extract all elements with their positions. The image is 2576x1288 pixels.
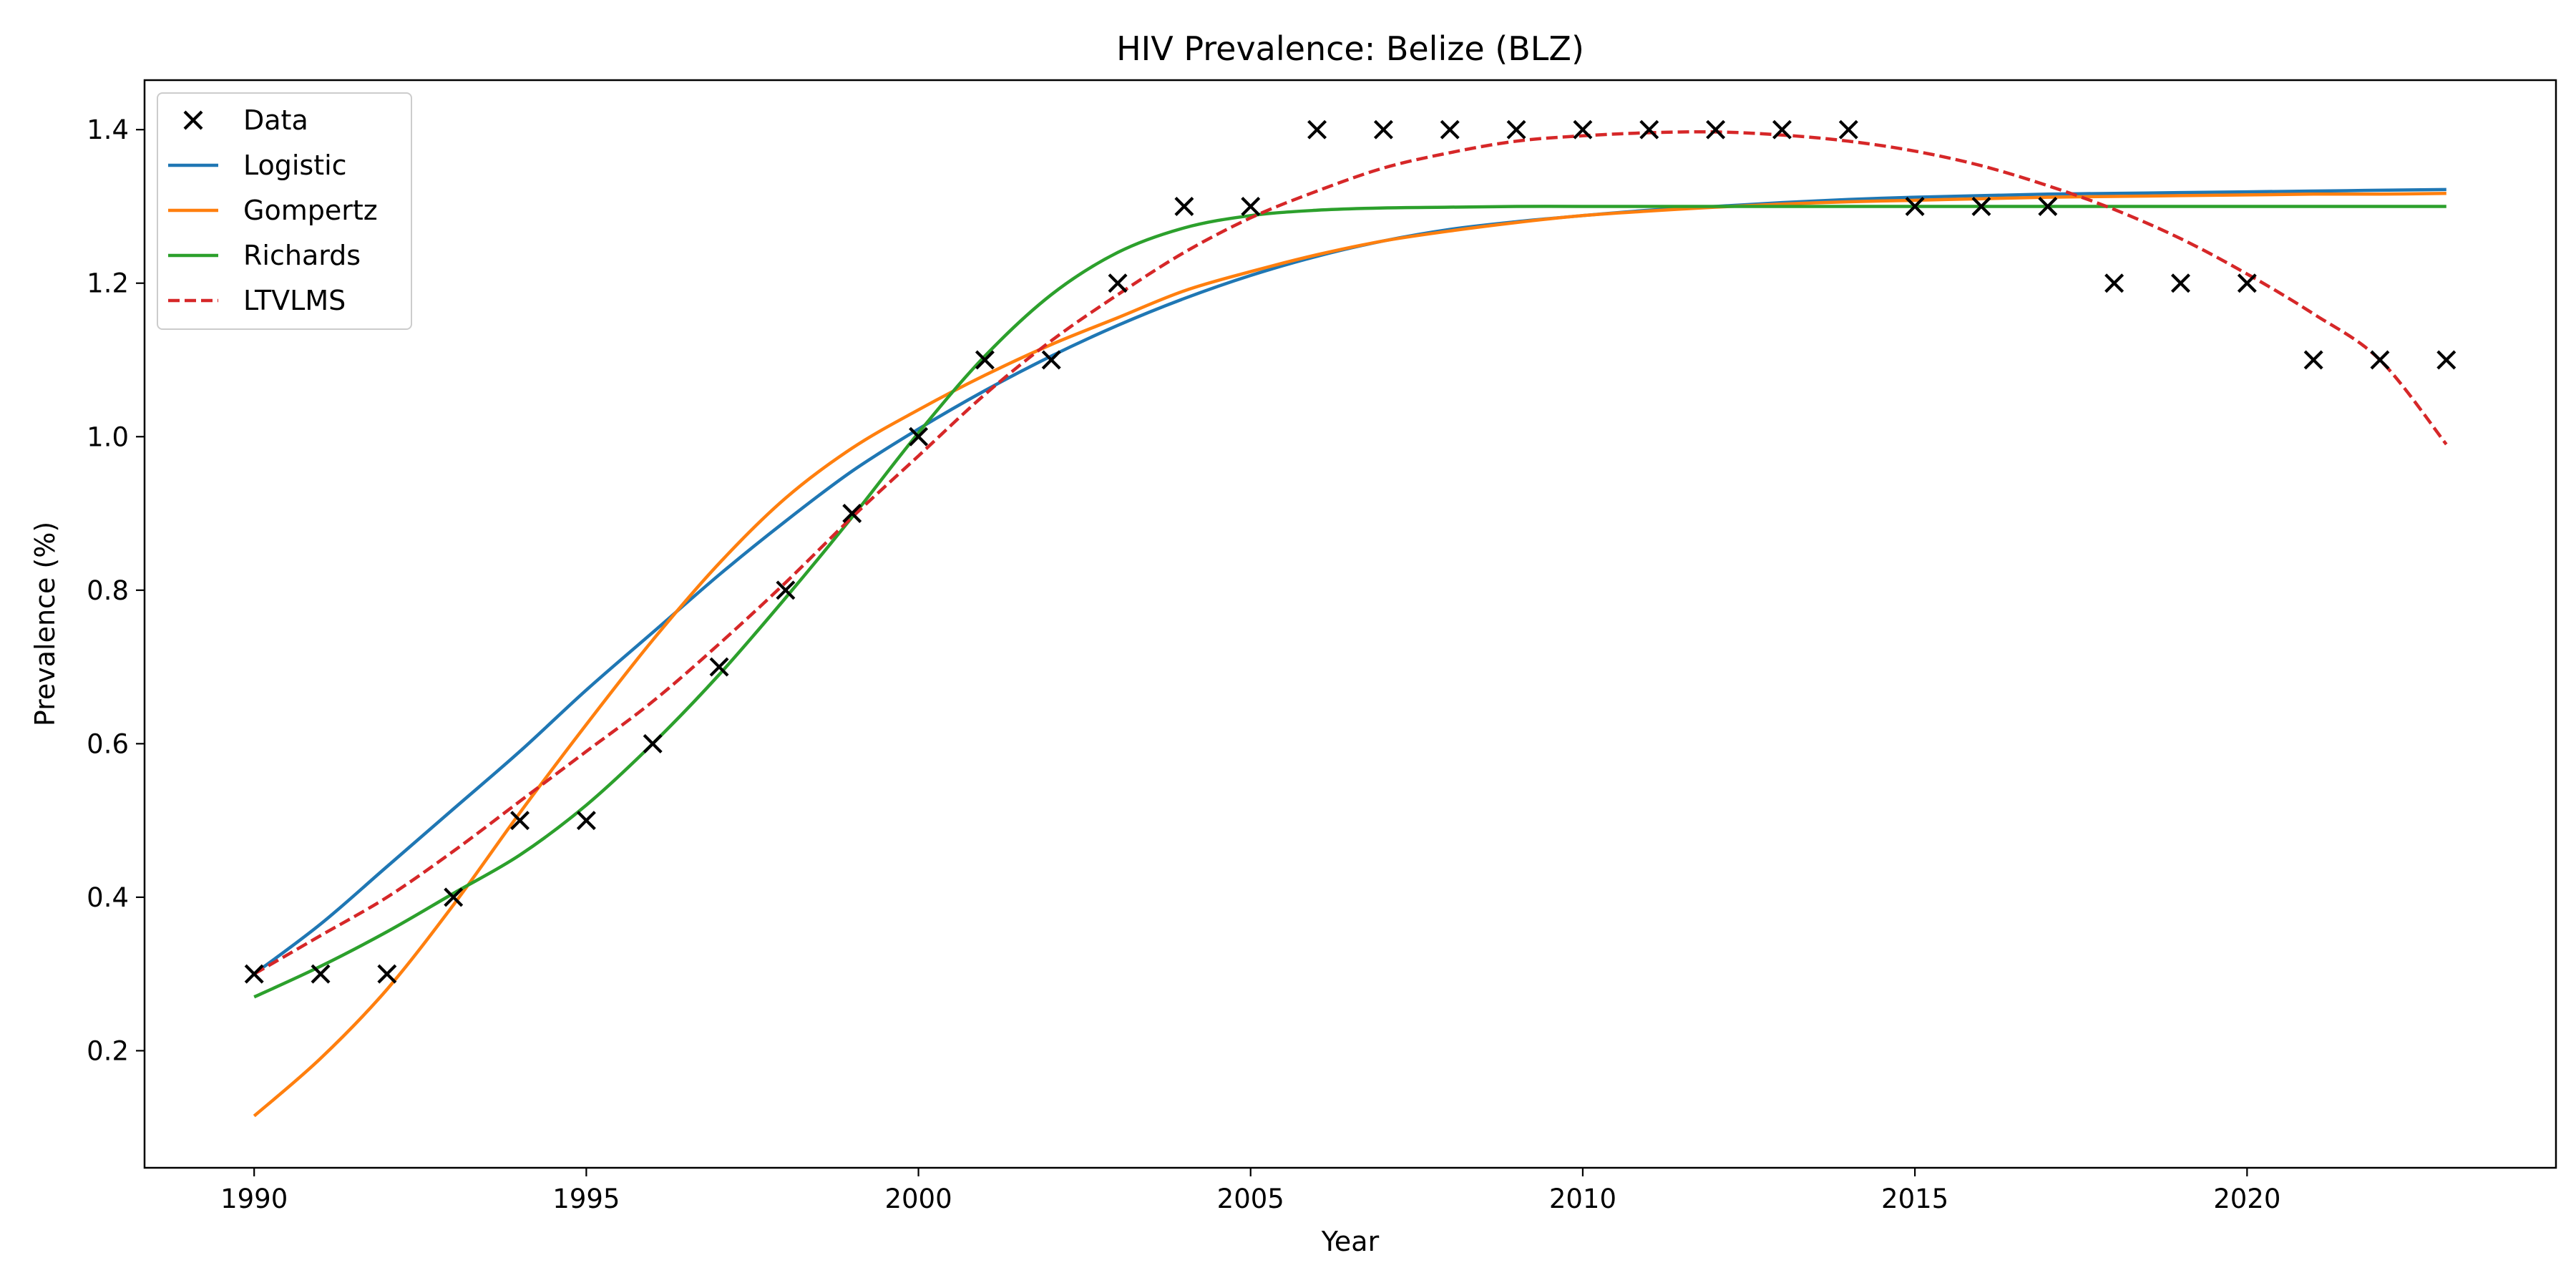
y-tick-label: 0.2 [87,1035,129,1066]
y-tick-label: 1.2 [87,268,129,299]
data-point [1772,119,1792,140]
data-point [1905,196,1925,216]
data-point [2038,196,2058,216]
data-point [842,504,862,524]
data-point [2237,273,2257,293]
legend-swatch-data [183,110,203,130]
x-axis-label: Year [1321,1226,1380,1257]
data-point [576,811,596,831]
x-tick-label: 2020 [2213,1184,2280,1214]
x-tick-label: 2005 [1217,1184,1284,1214]
data-point [510,811,530,831]
data-point [975,350,995,370]
data-point [1838,119,1858,140]
series-line-richards [253,205,2446,999]
data-point [2303,350,2323,370]
y-tick-label: 1.0 [87,421,129,452]
data-point [1241,196,1261,216]
data-point [776,580,796,600]
series-line-gompertz [253,191,2446,1118]
data-point [244,964,264,984]
data-point [377,964,397,984]
y-tick-label: 0.4 [87,882,129,913]
x-tick-label: 2015 [1881,1184,1948,1214]
chart-title: HIV Prevalence: Belize (BLZ) [1116,29,1584,68]
plot-area [244,119,2457,1118]
data-point [1506,119,1526,140]
series-layer [253,130,2448,1118]
x-tick-label: 1995 [552,1184,620,1214]
legend-label-ltvlms: LTVLMS [243,285,346,316]
y-tick-label: 0.6 [87,728,129,759]
legend-label-gompertz: Gompertz [243,195,378,226]
legend-label-data: Data [243,104,308,136]
data-point [1373,119,1393,140]
x-tick-label: 1990 [220,1184,288,1214]
y-axis-label: Prevalence (%) [29,522,61,726]
data-point [1041,350,1061,370]
data-point [1307,119,1327,140]
legend: Data Logistic Gompertz Richards LTVLMS [157,92,412,330]
series-line-logistic [253,187,2446,975]
data-point [311,964,331,984]
x-axis: 1990 1995 2000 2005 2010 2015 2020 [220,1168,2280,1214]
data-point [2170,273,2190,293]
plot-frame [143,79,2557,1169]
x-tick-label: 2000 [884,1184,952,1214]
data-point [1440,119,1460,140]
legend-label-logistic: Logistic [243,150,347,181]
y-tick-label: 0.8 [87,575,129,606]
legend-label-richards: Richards [243,240,361,271]
data-point [2104,273,2124,293]
series-line-ltvlms [253,130,2448,976]
data-point [1706,119,1726,140]
data-point [1639,119,1659,140]
marker-layer [244,119,2457,984]
data-point [2370,350,2390,370]
x-tick-label: 2010 [1549,1184,1616,1214]
data-point [1108,273,1128,293]
data-point [1971,196,1991,216]
data-point [1174,196,1194,216]
y-tick-label: 1.4 [87,114,129,145]
data-point [1573,119,1593,140]
data-point [709,657,729,677]
data-point [2436,350,2457,370]
legend-box [157,92,412,330]
data-point [643,733,663,753]
data-point [909,426,929,447]
data-point [444,887,464,907]
y-axis: 0.2 0.4 0.6 0.8 1.0 1.2 1.4 [87,114,145,1066]
